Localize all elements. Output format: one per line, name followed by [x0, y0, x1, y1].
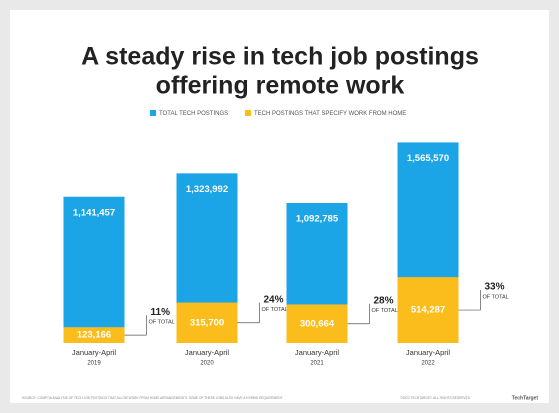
x-tick-label: January-April [72, 348, 117, 357]
x-tick-label: January-April [406, 348, 451, 357]
legend-swatch [245, 110, 251, 116]
legend-label: TOTAL TECH POSTINGS [159, 111, 228, 117]
x-tick-label: 2022 [421, 361, 435, 367]
annotation: 33% [485, 282, 505, 293]
bar [63, 327, 125, 343]
copyright: ©2022 TECHTARGET. ALL RIGHTS RESERVED [400, 396, 470, 400]
chart-title: offering remote work [156, 72, 405, 100]
value-label: 1,323,992 [186, 184, 228, 195]
x-tick-label: 2021 [310, 361, 324, 367]
legend-swatch [150, 110, 156, 116]
bar [63, 196, 125, 343]
x-tick-label: 2019 [87, 361, 101, 367]
chart-title: A steady rise in tech job postings [81, 43, 479, 71]
annotation-note: OF TOTAL [149, 320, 175, 326]
value-label: 123,166 [77, 330, 111, 341]
x-tick-label: January-April [185, 348, 230, 357]
bar [286, 304, 348, 343]
value-label: 315,700 [190, 317, 224, 328]
bar [176, 302, 238, 343]
source: SOURCE: COMPTIA ANALYSIS OF TECH JOB POS… [22, 396, 283, 400]
value-label: 1,141,457 [73, 207, 115, 218]
annotation-note: OF TOTAL [262, 307, 288, 313]
value-label: 1,092,785 [296, 214, 339, 225]
annotation: 28% [374, 295, 394, 306]
legend-label: TECH POSTINGS THAT SPECIFY WORK FROM HOM… [254, 111, 406, 117]
x-tick-label: 2020 [200, 361, 214, 367]
bar [397, 277, 459, 343]
annotation-note: OF TOTAL [372, 308, 398, 314]
annotation-note: OF TOTAL [483, 295, 509, 301]
brand: TechTarget [512, 395, 539, 401]
value-label: 514,287 [411, 305, 445, 316]
value-label: 1,565,570 [407, 153, 449, 164]
annotation: 24% [264, 294, 284, 305]
x-tick-label: January-April [295, 348, 340, 357]
value-label: 300,664 [300, 318, 335, 329]
annotation: 11% [151, 307, 171, 318]
